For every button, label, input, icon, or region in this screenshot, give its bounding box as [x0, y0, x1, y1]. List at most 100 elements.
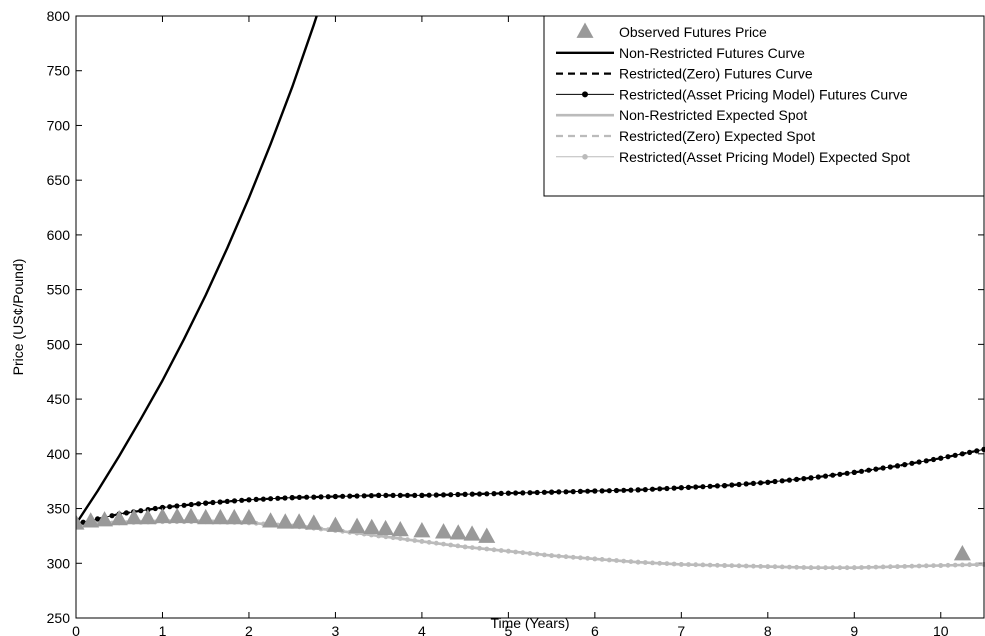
observed-price-marker — [305, 514, 323, 530]
series-point — [498, 490, 504, 496]
series-point — [224, 498, 230, 504]
series-point — [325, 494, 331, 500]
series-point — [397, 492, 403, 498]
observed-price-marker — [125, 508, 143, 525]
legend: Observed Futures Price Non-Restricted Fut… — [543, 15, 985, 197]
legend-swatch — [576, 22, 594, 38]
series-point — [549, 553, 554, 558]
series-point — [304, 494, 310, 500]
series-point — [750, 480, 757, 486]
series-point — [621, 487, 627, 493]
series-point — [563, 554, 569, 560]
legend-label: Non-Restricted Expected Spot — [619, 107, 807, 123]
x-tick-label: 0 — [72, 623, 80, 636]
legend-label: Non-Restricted Futures Curve — [619, 45, 805, 61]
series-point — [152, 505, 158, 512]
series-point — [534, 489, 540, 496]
series-point — [433, 492, 439, 498]
series-point — [368, 493, 374, 499]
series-point — [188, 501, 194, 508]
series-point — [844, 470, 850, 476]
series-point — [765, 479, 771, 485]
series-point — [275, 495, 281, 501]
series-point — [916, 459, 922, 465]
series-point — [217, 499, 223, 505]
observed-price-marker — [182, 507, 200, 524]
observed-price-marker — [435, 523, 453, 539]
x-axis-label: Time (Years) — [490, 615, 569, 631]
series-point — [822, 473, 829, 479]
series-point — [736, 563, 742, 569]
series-point — [707, 562, 713, 568]
series-point — [664, 485, 670, 492]
series-point — [592, 556, 598, 562]
legend-box — [543, 15, 985, 197]
series-point — [794, 476, 800, 482]
series-point — [123, 510, 129, 516]
series-point — [787, 564, 792, 570]
series-point — [895, 564, 900, 569]
y-tick-label: 550 — [47, 282, 71, 298]
y-axis-label: Price (US¢/Pound) — [10, 259, 26, 376]
series-point — [440, 492, 447, 498]
series-point — [542, 552, 547, 558]
y-tick-label: 350 — [47, 501, 71, 517]
series-point — [332, 493, 338, 500]
series-point — [260, 496, 266, 502]
series-point — [282, 495, 288, 501]
observed-price-marker — [953, 545, 971, 561]
y-tick-label: 700 — [47, 117, 71, 133]
series-point — [462, 544, 468, 550]
series-point — [873, 564, 879, 570]
series-point — [758, 480, 764, 486]
series-1 — [76, 16, 318, 525]
series-point — [873, 466, 879, 472]
series-point — [441, 541, 446, 547]
series-point — [931, 563, 936, 568]
y-tick-label: 600 — [47, 227, 71, 243]
series-point — [613, 487, 620, 494]
series-point — [239, 497, 245, 503]
series-point — [779, 478, 785, 484]
series-point — [210, 499, 216, 506]
series-point — [729, 563, 735, 568]
series-point — [606, 488, 612, 494]
series-point — [628, 559, 634, 564]
series-point — [714, 483, 721, 489]
series-point — [786, 477, 793, 483]
observed-price-marker — [197, 508, 215, 525]
x-tick-label: 6 — [591, 623, 599, 636]
x-tick-label: 3 — [332, 623, 340, 636]
series-point — [952, 562, 958, 568]
series-point — [476, 491, 483, 497]
series-3 — [76, 446, 985, 527]
series-point — [505, 490, 511, 496]
series-point — [405, 537, 410, 542]
series-point — [938, 563, 944, 568]
series-point — [513, 549, 518, 555]
series-0 — [76, 507, 971, 561]
y-tick-label: 300 — [47, 555, 71, 571]
series-point — [772, 564, 778, 570]
observed-price-marker — [463, 525, 481, 541]
x-tick-label: 7 — [677, 623, 685, 636]
series-point — [902, 462, 908, 468]
observed-price-marker — [96, 511, 114, 527]
series-point — [556, 553, 562, 559]
series-point — [685, 484, 692, 490]
series-point — [578, 555, 583, 561]
series-point — [390, 535, 396, 541]
x-tick-label: 9 — [850, 623, 858, 636]
series-point — [887, 464, 893, 470]
x-tick-label: 5 — [504, 623, 512, 636]
series-point — [974, 562, 980, 567]
series-point — [383, 534, 389, 540]
series-point — [311, 494, 317, 500]
y-tick-label: 400 — [47, 446, 71, 462]
series-point — [801, 476, 807, 482]
series-point — [671, 485, 677, 491]
series-point — [556, 489, 562, 495]
series-point — [830, 472, 836, 478]
x-tick-label: 8 — [764, 623, 772, 636]
